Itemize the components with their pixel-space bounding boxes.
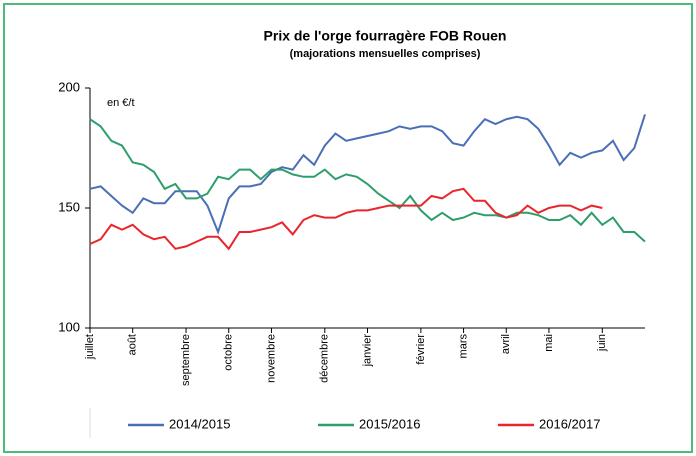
series-line	[89, 114, 646, 235]
y-tick-label: 100	[58, 319, 80, 334]
chart-subtitle: (majorations mensuelles comprises)	[290, 48, 481, 60]
x-tick-label: octobre	[223, 334, 235, 371]
series-line	[89, 187, 603, 251]
y-tick-label: 200	[58, 79, 80, 94]
legend-label: 2014/2015	[169, 416, 230, 431]
x-tick-label: septembre	[180, 334, 192, 386]
legend-label: 2016/2017	[539, 416, 600, 431]
y-axis-label: en €/t	[107, 97, 135, 109]
y-tick-label: 150	[58, 199, 80, 214]
x-tick-label: mai	[543, 334, 555, 352]
chart-title: Prix de l'orge fourragère FOB Rouen	[264, 28, 507, 44]
x-tick-label: juin	[596, 334, 608, 352]
x-tick-label: juillet	[84, 334, 96, 360]
chart-border	[3, 3, 693, 453]
x-tick-label: novembre	[265, 334, 277, 383]
x-tick-label: mars	[457, 334, 469, 359]
x-tick-label: février	[415, 334, 427, 365]
legend-label: 2015/2016	[359, 416, 420, 431]
series-line	[89, 118, 646, 243]
x-tick-label: décembre	[319, 334, 331, 383]
x-tick-label: avril	[500, 334, 512, 354]
x-tick-label: janvier	[361, 334, 373, 368]
x-tick-label: août	[127, 334, 139, 355]
